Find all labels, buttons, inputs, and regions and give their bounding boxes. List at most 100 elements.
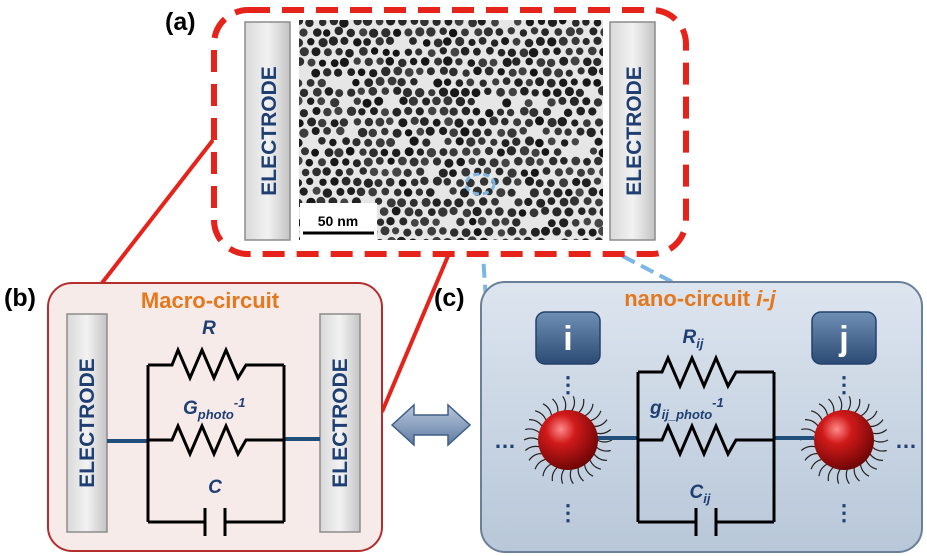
tem-particle	[409, 238, 417, 240]
tem-particle	[393, 86, 402, 95]
tem-particle	[404, 207, 414, 217]
tem-particle	[375, 76, 385, 86]
tem-particle	[415, 27, 425, 37]
tem-particle	[450, 228, 459, 237]
tem-particle	[311, 47, 321, 57]
tem-particle	[307, 58, 316, 67]
tem-particle	[583, 157, 591, 166]
ligand-hair	[860, 403, 870, 417]
tem-particle	[554, 127, 562, 136]
tem-particle	[313, 28, 322, 37]
tem-particle	[593, 36, 602, 45]
tem-particle	[501, 37, 510, 46]
tem-particle	[520, 106, 529, 116]
tem-particle	[432, 218, 440, 226]
tem-particle	[299, 88, 309, 98]
tem-particle	[583, 217, 592, 226]
tem-particle	[564, 128, 572, 136]
tem-particle	[542, 88, 551, 97]
tem-particle	[571, 119, 579, 127]
tem-particle	[358, 108, 366, 116]
tem-particle	[305, 158, 314, 167]
tem-particle	[535, 179, 544, 188]
tem-particle	[444, 117, 453, 126]
tem-particle	[496, 87, 505, 97]
ligand-hair	[577, 467, 585, 482]
tem-particle	[557, 117, 567, 127]
tem-particle	[466, 137, 476, 147]
tem-particle	[456, 217, 465, 227]
macro-circuit-title: Macro-circuit	[141, 288, 280, 313]
ligand-hair	[577, 398, 585, 414]
tem-particle	[594, 156, 603, 166]
tem-particle	[593, 98, 603, 107]
tem-particle	[489, 158, 499, 168]
tem-particle	[571, 36, 580, 46]
tem-particle	[386, 20, 396, 26]
tem-particle	[385, 36, 395, 45]
tem-particle	[530, 227, 540, 237]
tem-particle	[559, 20, 567, 25]
ellipsis-right: …	[895, 428, 917, 453]
tem-particle	[347, 88, 356, 97]
connector-a-to-b-right	[380, 255, 450, 413]
tem-particle	[496, 148, 505, 157]
tem-particle	[439, 227, 447, 235]
tem-particle	[420, 20, 429, 27]
tem-particle	[399, 96, 408, 106]
tem-particle	[490, 258, 497, 265]
tem-particle	[531, 89, 539, 97]
tem-particle	[345, 146, 355, 156]
vdots-j-top: ⋮	[833, 372, 855, 397]
tem-particle	[386, 138, 396, 147]
tem-particle	[423, 238, 429, 240]
tem-particle	[376, 218, 385, 226]
tem-particle	[535, 116, 544, 126]
tem-particle	[456, 237, 465, 240]
tem-particle	[443, 238, 452, 240]
tem-particle	[565, 27, 576, 37]
tem-particle	[341, 176, 351, 186]
tem-particle	[461, 228, 471, 238]
tem-particle	[307, 38, 315, 46]
tem-particle	[427, 49, 436, 57]
tem-particle	[489, 116, 499, 126]
tem-particle	[312, 186, 321, 195]
tem-particle	[393, 28, 402, 37]
tem-particle	[335, 168, 344, 177]
ligand-hair	[801, 428, 817, 434]
ligand-hair	[869, 453, 884, 462]
tem-particle	[450, 47, 460, 57]
tem-particle	[502, 98, 512, 108]
tem-particle	[467, 59, 476, 67]
tem-particle	[578, 207, 586, 215]
ligand-hair	[542, 403, 553, 417]
ligand-hair	[853, 467, 861, 482]
ligand-hair	[859, 463, 870, 477]
tem-particle	[491, 20, 499, 27]
tem-particle	[478, 137, 486, 145]
tem-particle	[381, 28, 391, 38]
tem-particle	[497, 68, 505, 76]
tem-particle	[299, 138, 303, 148]
tem-particle	[376, 57, 384, 65]
tem-particle	[460, 127, 470, 137]
tem-particle	[477, 20, 486, 26]
tem-particle	[396, 236, 406, 240]
tem-particle	[529, 208, 539, 218]
resistor-g-photo	[148, 422, 284, 458]
tem-particle	[576, 47, 584, 55]
tem-particle	[479, 237, 488, 240]
tem-particle	[339, 57, 349, 67]
tem-particle	[588, 107, 597, 116]
tem-particle	[381, 187, 390, 196]
tem-particle	[553, 47, 561, 55]
tem-particle	[362, 20, 373, 26]
tem-particle	[353, 97, 361, 105]
tem-particle	[581, 178, 591, 188]
tem-particle	[599, 188, 603, 197]
tem-particle	[542, 107, 552, 116]
tem-particle	[528, 48, 539, 58]
tem-particle	[398, 118, 408, 128]
